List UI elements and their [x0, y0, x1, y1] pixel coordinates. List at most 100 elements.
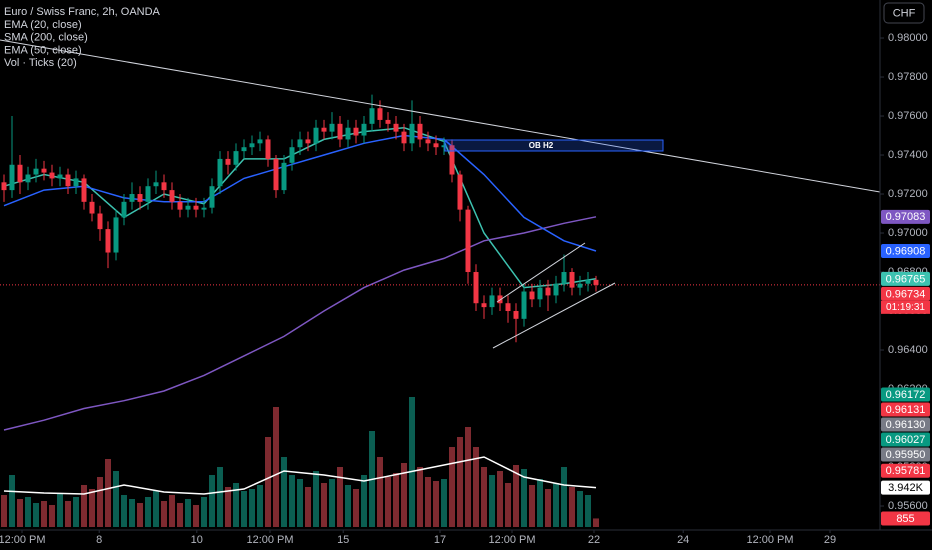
volume-bar [457, 437, 463, 527]
candle-body [105, 229, 111, 253]
volume-bar [297, 479, 303, 527]
price-tag-label: 0.96131 [886, 404, 926, 416]
volume-bar [337, 467, 343, 527]
y-tick-label: 0.96400 [888, 344, 928, 356]
volume-bar [121, 495, 127, 527]
y-tick-label: 0.95600 [888, 500, 928, 512]
volume-bar [593, 518, 599, 527]
countdown: 01:19:31 [886, 302, 925, 313]
candle-body [393, 123, 399, 132]
currency-button[interactable] [883, 2, 925, 24]
legend-entry: EMA (20, close) [4, 19, 82, 31]
volume-bar [169, 495, 175, 527]
volume-bar [433, 481, 439, 527]
volume-bar [49, 505, 55, 527]
indicator-line [3, 126, 597, 289]
x-tick-label: 10 [191, 534, 203, 546]
candle-body [97, 213, 103, 230]
candle-body [321, 127, 327, 132]
price-tag [881, 286, 930, 301]
candle-body [233, 151, 239, 165]
price-tag [881, 447, 930, 462]
candle-body [1, 182, 7, 191]
volume-bar [449, 447, 455, 527]
volume-bar [537, 479, 543, 527]
candle-body [313, 127, 319, 144]
volume-bar [153, 491, 159, 527]
volume-bar [65, 501, 71, 527]
volume-bar [113, 471, 119, 527]
volume-bar [481, 467, 487, 527]
candle-body [497, 295, 503, 304]
candle-body [185, 205, 191, 210]
order-block-label: OB H2 [529, 141, 554, 150]
candle-body [289, 147, 295, 163]
currency-label[interactable]: CHF [893, 7, 916, 19]
channel-lower [492, 282, 616, 349]
volume-bar [353, 489, 359, 527]
volume-bar [57, 493, 63, 527]
price-tag [881, 417, 930, 432]
price-tag-label: 855 [896, 513, 914, 525]
volume-bar [385, 477, 391, 527]
volume-bar [561, 467, 567, 527]
volume-bar [417, 467, 423, 527]
price-tag-label: 0.96908 [886, 245, 926, 257]
candle-body [209, 186, 215, 208]
candle-body [241, 147, 247, 152]
volume-bar [577, 491, 583, 527]
candle-body [505, 303, 511, 312]
price-tag [881, 402, 930, 417]
candle-body [433, 143, 439, 148]
x-tick-label: 24 [677, 534, 689, 546]
volume-bar [185, 499, 191, 527]
candle-body [145, 186, 151, 202]
x-tick-label: 12:00 PM [488, 534, 535, 546]
candle-body [409, 123, 415, 144]
volume-bar [129, 499, 135, 527]
candle-body [569, 272, 575, 288]
candle-body [193, 205, 199, 210]
price-tag-label: 0.95781 [886, 465, 926, 477]
candle-body [57, 174, 63, 179]
volume-bar [313, 471, 319, 527]
price-tag [881, 209, 930, 224]
candle-body [593, 279, 599, 285]
x-tick-label: 17 [434, 534, 446, 546]
volume-bar [401, 463, 407, 527]
volume-bar [161, 501, 167, 527]
volume-bar [377, 457, 383, 527]
candle-body [161, 182, 167, 191]
candle-body [121, 201, 127, 218]
x-tick-label: 12:00 PM [246, 534, 293, 546]
volume-bar [97, 477, 103, 527]
volume-bar [25, 497, 31, 527]
volume-bar [465, 427, 471, 527]
candle-body [521, 291, 527, 319]
volume-bar [505, 483, 511, 527]
y-tick-label: 0.98000 [888, 32, 928, 44]
volume-bar [569, 487, 575, 527]
volume-bar [497, 471, 503, 527]
chart-title: Euro / Swiss Franc, 2h, OANDA [4, 6, 161, 18]
candle-body [265, 139, 271, 159]
candle-body [177, 201, 183, 210]
candle-body [457, 174, 463, 210]
candle-body [249, 143, 255, 148]
volume-bar [441, 479, 447, 527]
volume-bar [273, 407, 279, 527]
x-tick-label: 22 [588, 534, 600, 546]
volume-bar [1, 495, 7, 527]
volume-bar [233, 483, 239, 527]
volume-bar [17, 499, 23, 527]
candle-body [513, 311, 519, 319]
price-tag [881, 387, 930, 402]
volume-bar [393, 473, 399, 527]
candle-body [401, 131, 407, 144]
price-tag [881, 432, 930, 447]
price-tag [881, 271, 930, 286]
axis-labels: 0.98000 0.97800 0.97600 0.97400 0.97200 0.970… [0, 19, 930, 546]
y-tick-label: 0.97400 [888, 149, 928, 161]
volume-bar [321, 483, 327, 527]
